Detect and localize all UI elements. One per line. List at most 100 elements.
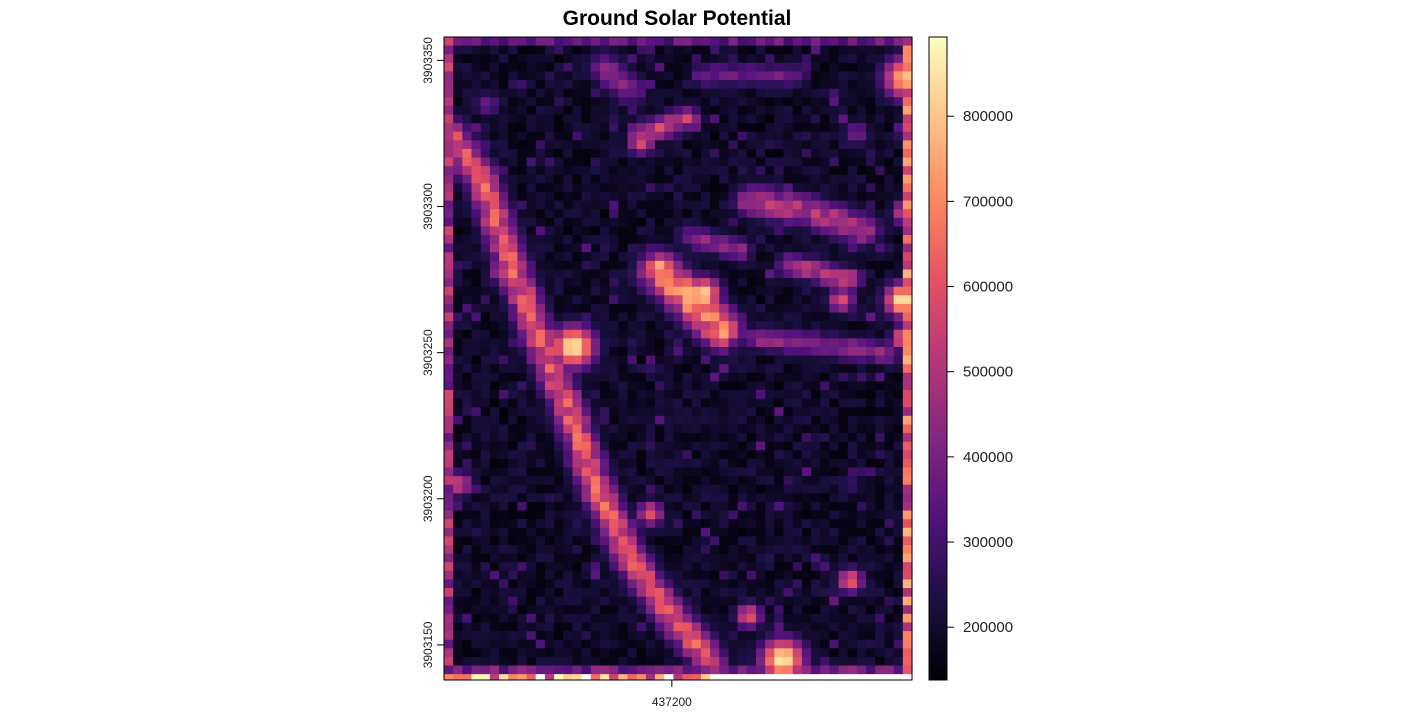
raster-cell	[618, 148, 629, 159]
raster-cell	[746, 467, 757, 477]
raster-cell	[489, 631, 500, 641]
raster-cell	[563, 105, 574, 116]
raster-cell	[838, 183, 849, 193]
raster-cell	[893, 553, 904, 563]
raster-cell	[756, 441, 766, 451]
raster-cell	[517, 140, 528, 150]
raster-cell	[682, 174, 693, 184]
raster-cell	[893, 295, 904, 305]
raster-cell	[893, 123, 904, 133]
raster-cell	[856, 166, 867, 176]
raster-cell	[728, 191, 739, 202]
raster-cell	[609, 355, 619, 365]
raster-cell	[609, 441, 619, 451]
raster-cell	[600, 398, 610, 408]
raster-cell	[811, 536, 821, 546]
raster-cell	[719, 243, 730, 253]
raster-cell	[618, 415, 629, 426]
raster-cell	[627, 390, 638, 400]
raster-cell	[838, 62, 849, 73]
raster-cell	[444, 269, 454, 279]
raster-cell	[774, 433, 785, 443]
raster-cell	[471, 501, 482, 512]
raster-cell	[838, 286, 849, 296]
raster-cell	[801, 157, 812, 167]
raster-cell	[875, 433, 886, 443]
raster-cell	[902, 252, 913, 262]
raster-cell	[700, 381, 711, 391]
raster-cell	[884, 45, 895, 55]
raster-cell	[700, 467, 711, 477]
raster-cell	[655, 226, 665, 236]
raster-cell	[792, 217, 803, 228]
raster-cell	[700, 458, 711, 469]
raster-cell	[682, 355, 693, 365]
raster-cell	[453, 355, 463, 365]
raster-cell	[875, 278, 886, 288]
raster-cell	[673, 631, 684, 641]
raster-cell	[535, 191, 546, 202]
raster-cell	[444, 329, 454, 339]
raster-cell	[655, 424, 665, 434]
raster-cell	[627, 588, 638, 598]
raster-cell	[618, 80, 629, 90]
raster-cell	[627, 433, 638, 443]
raster-cell	[829, 665, 840, 675]
raster-cell	[581, 398, 592, 408]
raster-cell	[700, 97, 711, 107]
raster-cell	[746, 346, 757, 357]
raster-cell	[801, 570, 812, 581]
raster-cell	[710, 364, 720, 374]
raster-cell	[526, 80, 537, 90]
raster-cell	[719, 174, 730, 184]
raster-cell	[700, 648, 711, 658]
raster-cell	[691, 639, 702, 649]
raster-cell	[691, 390, 702, 400]
raster-cell	[489, 596, 500, 606]
raster-cell	[535, 545, 546, 555]
raster-cell	[609, 639, 619, 649]
raster-cell	[572, 355, 583, 365]
raster-cell	[444, 286, 454, 296]
raster-cell	[480, 140, 491, 150]
raster-cell	[655, 398, 665, 408]
raster-cell	[673, 217, 684, 228]
raster-cell	[489, 71, 500, 81]
raster-cell	[847, 407, 858, 417]
raster-grid	[444, 37, 913, 680]
raster-cell	[801, 545, 812, 555]
raster-cell	[700, 148, 711, 159]
raster-cell	[471, 648, 482, 658]
raster-cell	[590, 605, 601, 615]
raster-cell	[664, 226, 675, 236]
raster-cell	[655, 346, 665, 357]
raster-cell	[875, 381, 886, 391]
raster-cell	[801, 355, 812, 365]
raster-cell	[471, 424, 482, 434]
raster-cell	[664, 656, 675, 667]
raster-cell	[563, 450, 574, 460]
raster-cell	[783, 321, 794, 331]
raster-cell	[544, 174, 555, 184]
raster-cell	[866, 278, 876, 288]
raster-cell	[884, 123, 895, 133]
raster-cell	[884, 105, 895, 116]
raster-cell	[590, 312, 601, 322]
raster-cell	[893, 105, 904, 116]
raster-cell	[829, 510, 840, 520]
raster-cell	[636, 295, 647, 305]
raster-cell	[792, 622, 803, 632]
raster-cell	[792, 398, 803, 408]
raster-cell	[829, 381, 840, 391]
raster-cell	[572, 260, 583, 271]
raster-cell	[847, 269, 858, 279]
raster-cell	[765, 648, 775, 658]
raster-cell	[554, 390, 564, 400]
raster-cell	[682, 183, 693, 193]
raster-cell	[756, 588, 766, 598]
raster-cell	[627, 303, 638, 314]
raster-cell	[499, 562, 509, 572]
raster-cell	[700, 364, 711, 374]
raster-cell	[829, 476, 840, 486]
raster-cell	[856, 476, 867, 486]
